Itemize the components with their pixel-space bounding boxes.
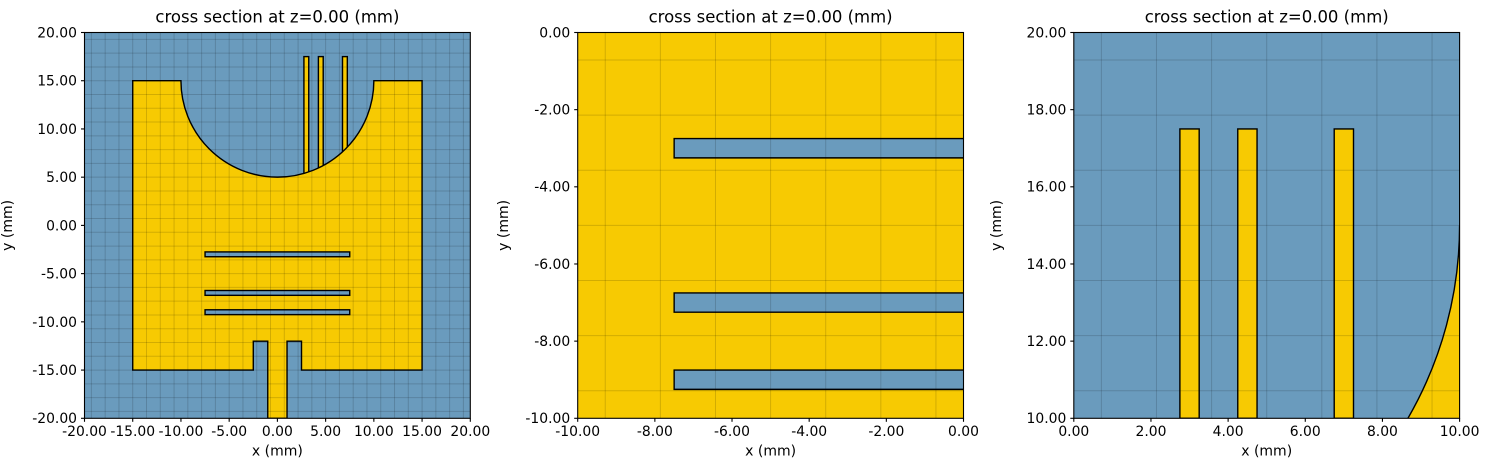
y-tick-label: 18.00 (1027, 103, 1067, 119)
plot-background (577, 32, 964, 419)
y-tick-label: -5.00 (41, 267, 77, 283)
y-tick-label: 5.00 (46, 170, 77, 186)
x-tick-label: -10.00 (555, 424, 600, 440)
x-tick-label: -6.00 (714, 424, 750, 440)
shape-pillar-3 (341, 55, 349, 153)
y-tick-label: -6.00 (534, 257, 570, 273)
shape-bowl-arc-edge (1407, 225, 1460, 419)
y-tick-label: 16.00 (1027, 180, 1067, 196)
subplot-2: -10.00 -8.00 -6.00 -4.00 -2.00 0.00 0.00 -2.00 -… (496, 8, 979, 460)
x-tick-label: -20.00 (62, 424, 107, 440)
shape-slit-2 (673, 292, 964, 313)
shape-main-block-with-bowl-slots-and-stem (132, 80, 423, 419)
axes-spines (1073, 31, 1461, 419)
x-tick-label: 10.00 (1440, 424, 1480, 440)
x-tick-label: 5.00 (310, 424, 341, 440)
y-tick-label: -20.00 (32, 411, 77, 427)
subplot-3: 0.00 2.00 4.00 6.00 8.00 10.00 20.00 18.00 16.00… (989, 8, 1479, 460)
y-axis-label: y (mm) (989, 200, 1005, 251)
y-tick-label: 10.00 (1027, 411, 1067, 427)
grid-lines (1073, 32, 1460, 419)
x-tick-label: -8.00 (637, 424, 673, 440)
y-tick-label: -10.00 (525, 411, 570, 427)
y-tick-label: 12.00 (1027, 334, 1067, 350)
x-tick-label: 8.00 (1367, 424, 1398, 440)
y-tick-label: 14.00 (1027, 257, 1067, 273)
plot-background (1073, 32, 1460, 419)
x-axis-label: x (mm) (252, 443, 303, 459)
x-tick-label: 0.00 (1058, 424, 1089, 440)
tick-labels: 0.00 2.00 4.00 6.00 8.00 10.00 20.00 18.00 16.00… (1027, 25, 1480, 439)
x-tick-label: -4.00 (791, 424, 827, 440)
x-tick-label: -10.00 (159, 424, 204, 440)
y-tick-label: 0.00 (46, 218, 77, 234)
shape-block-corner-outside-bowl (1407, 225, 1460, 419)
shape-pillar-1 (1179, 128, 1200, 419)
y-tick-label: 10.00 (37, 122, 77, 138)
shape-slit-1 (204, 251, 351, 258)
subplot-1-plot-area (84, 32, 471, 419)
x-tick-label: 0.00 (262, 424, 293, 440)
shape-pillar-2 (1237, 128, 1258, 419)
x-tick-label: -5.00 (211, 424, 247, 440)
subplot-2-plot-area (577, 32, 964, 419)
x-tick-label: -2.00 (868, 424, 904, 440)
x-axis-label: x (mm) (745, 443, 796, 459)
y-tick-label: 15.00 (37, 74, 77, 90)
x-tick-label: -15.00 (110, 424, 155, 440)
y-tick-label: 20.00 (37, 25, 77, 41)
x-tick-label: 0.00 (948, 424, 979, 440)
x-tick-label: 15.00 (402, 424, 442, 440)
x-tick-label: 20.00 (450, 424, 490, 440)
tick-labels: -10.00 -8.00 -6.00 -4.00 -2.00 0.00 0.00 -2.00 -… (525, 25, 979, 439)
y-tick-label: -8.00 (534, 334, 570, 350)
x-tick-label: 4.00 (1213, 424, 1244, 440)
y-tick-label: 20.00 (1027, 25, 1067, 41)
x-tick-label: 2.00 (1135, 424, 1166, 440)
y-tick-label: -15.00 (32, 363, 77, 379)
y-tick-label: 0.00 (539, 25, 570, 41)
x-tick-label: 10.00 (354, 424, 394, 440)
y-axis-label: y (mm) (0, 200, 16, 251)
shape-pillar-3 (1333, 128, 1355, 419)
tick-labels: -20.00 -15.00 -10.00 -5.00 0.00 5.00 10.00 15.0… (32, 25, 490, 439)
x-axis-label: x (mm) (1241, 443, 1292, 459)
y-axis-label: y (mm) (496, 200, 512, 251)
grid-lines (577, 32, 964, 419)
shape-slit-3 (673, 369, 964, 391)
shape-pillar-2 (317, 55, 324, 169)
x-tick-label: 6.00 (1290, 424, 1321, 440)
shape-slit-3 (204, 309, 351, 316)
grid-lines (84, 32, 471, 419)
axes-spines (577, 31, 965, 419)
subplot-title: cross section at z=0.00 (mm) (1145, 8, 1389, 27)
shape-slit-2 (204, 289, 351, 297)
subplot-title: cross section at z=0.00 (mm) (649, 8, 893, 27)
subplot-title: cross section at z=0.00 (mm) (155, 8, 399, 27)
y-tick-label: -4.00 (534, 180, 570, 196)
y-tick-label: -10.00 (32, 315, 77, 331)
shape-pillar-1 (303, 55, 310, 175)
y-tick-label: -2.00 (534, 103, 570, 119)
subplot-3-plot-area (1073, 32, 1460, 419)
subplot-1: -20.00 -15.00 -10.00 -5.00 0.00 5.00 10.00 15.0… (0, 8, 490, 460)
shape-slit-1 (673, 137, 964, 159)
